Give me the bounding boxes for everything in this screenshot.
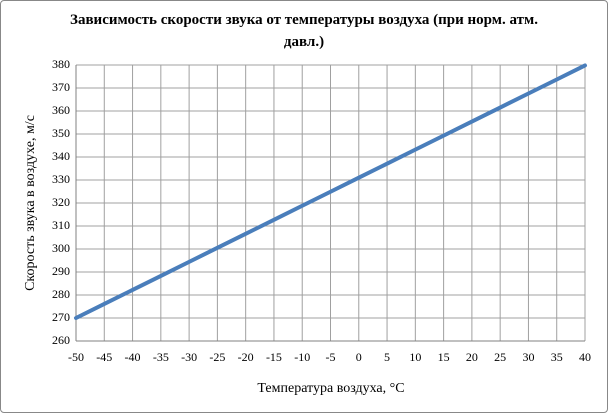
y-tick-label: 340 bbox=[52, 149, 70, 163]
x-tick-label: 0 bbox=[356, 350, 362, 364]
y-tick-label: 270 bbox=[52, 310, 70, 324]
x-tick-label: -20 bbox=[238, 350, 254, 364]
y-tick-label: 280 bbox=[52, 287, 70, 301]
x-tick-label: 5 bbox=[384, 350, 390, 364]
x-tick-label: -25 bbox=[209, 350, 225, 364]
x-tick-label: -35 bbox=[153, 350, 169, 364]
x-tick-label: 25 bbox=[494, 350, 506, 364]
y-tick-label: 370 bbox=[52, 80, 70, 94]
x-tick-label: 15 bbox=[438, 350, 450, 364]
y-tick-label: 260 bbox=[52, 333, 70, 347]
x-tick-label: -40 bbox=[125, 350, 141, 364]
y-tick-label: 360 bbox=[52, 103, 70, 117]
y-tick-label: 300 bbox=[52, 241, 70, 255]
y-tick-label: 380 bbox=[52, 57, 70, 71]
data-line bbox=[74, 63, 587, 320]
x-tick-label: -10 bbox=[294, 350, 310, 364]
x-axis-label: Температура воздуха, °C bbox=[257, 381, 404, 396]
x-tick-label: 40 bbox=[579, 350, 591, 364]
x-tick-label: -15 bbox=[266, 350, 282, 364]
x-tick-label: -45 bbox=[96, 350, 112, 364]
x-tick-label: 20 bbox=[466, 350, 478, 364]
y-tick-label: 330 bbox=[52, 172, 70, 186]
chart-title: Зависимость скорости звука от температур… bbox=[70, 12, 538, 50]
y-tick-label: 290 bbox=[52, 264, 70, 278]
x-tick-label: 30 bbox=[522, 350, 534, 364]
x-tick-label: -30 bbox=[181, 350, 197, 364]
x-tick-label: -5 bbox=[326, 350, 336, 364]
x-tick-label: 35 bbox=[551, 350, 563, 364]
y-tick-label: 310 bbox=[52, 218, 70, 232]
x-tick-label: -50 bbox=[68, 350, 84, 364]
y-tick-label: 350 bbox=[52, 126, 70, 140]
x-tick-label: 10 bbox=[409, 350, 421, 364]
y-tick-label: 320 bbox=[52, 195, 70, 209]
y-axis-label: Скорость звука в воздухе, м/с bbox=[23, 115, 38, 291]
